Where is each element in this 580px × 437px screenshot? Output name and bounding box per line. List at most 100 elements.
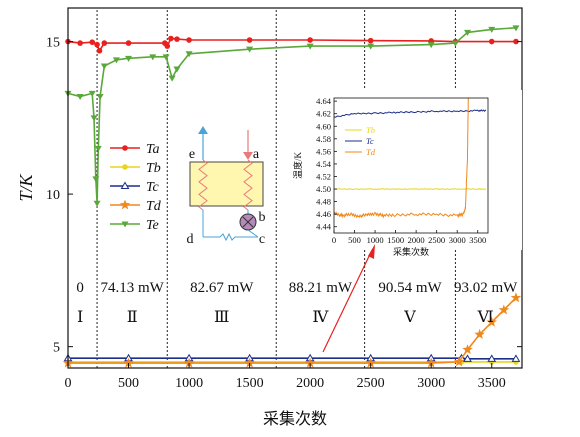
- data-point-Tc: [487, 354, 497, 362]
- data-point-Te: [173, 66, 181, 73]
- inset-y-tick-label: 4.64: [316, 96, 332, 106]
- inset-x-tick-label: 2500: [428, 235, 445, 245]
- data-point-Td: [474, 328, 485, 339]
- section-roman-label: Ⅴ: [403, 309, 416, 326]
- inset-line-Td: [333, 97, 469, 219]
- y-axis-label: T/K: [16, 174, 36, 202]
- data-point-Tc: [463, 354, 472, 362]
- data-point-Te: [90, 115, 98, 122]
- wire-valve: [247, 229, 259, 238]
- section-power-label: 90.54 mW: [378, 280, 442, 296]
- data-point-Td: [365, 357, 376, 368]
- schematic-label-d: d: [187, 232, 194, 247]
- inset-x-tick-label: 1500: [387, 235, 404, 245]
- data-point-Te: [185, 51, 193, 58]
- inset-y-tick-label: 4.52: [316, 171, 331, 181]
- y-tick-label: 5: [53, 341, 60, 356]
- data-point-Te: [149, 54, 157, 61]
- data-point-Tc: [511, 354, 521, 362]
- data-point-Td: [453, 356, 465, 367]
- data-point-Td: [304, 357, 316, 368]
- inset-series-Tc: [333, 109, 487, 118]
- section-labels: 0 Ⅰ 74.13 mW Ⅱ 82.67 mW Ⅲ 88.21 mW Ⅳ 90.54 mW Ⅴ 93…: [76, 280, 518, 326]
- series-Te: [64, 25, 520, 207]
- section-power-label: 82.67 mW: [190, 280, 254, 296]
- inset-x-tick-label: 1000: [367, 235, 384, 245]
- inset-y-tick-label: 4.62: [316, 109, 331, 119]
- legend-marker-Tc: [120, 181, 130, 189]
- pointer-arrow-line: [322, 249, 373, 353]
- x-tick-label: 500: [118, 376, 139, 391]
- data-point-Te: [367, 43, 375, 50]
- section-roman-label: Ⅳ: [312, 309, 329, 326]
- x-tick-label: 2000: [296, 376, 324, 391]
- inset-frame: [333, 97, 489, 234]
- valve-cross-b: [242, 216, 254, 228]
- schematic-label-a: a: [253, 147, 260, 162]
- data-point-Ta: [168, 35, 174, 42]
- data-point-Te: [93, 200, 101, 207]
- data-point-Te: [125, 55, 133, 62]
- schematic-label-b: b: [259, 210, 266, 225]
- data-point-Te: [100, 63, 108, 70]
- data-point-Te: [306, 43, 314, 50]
- x-tick-label: 2500: [357, 376, 385, 391]
- schematic-label-e: e: [189, 147, 195, 162]
- data-point-Td: [123, 357, 134, 368]
- section-roman-label: Ⅲ: [214, 309, 229, 326]
- legend-marker-Td: [119, 199, 131, 210]
- data-point-Te: [427, 42, 435, 49]
- data-point-Te: [88, 90, 96, 97]
- data-point-Te: [94, 145, 102, 152]
- legend-label-Ta: Ta: [146, 142, 160, 157]
- x-tick-label: 1500: [236, 376, 264, 391]
- inset-chart: 4.44 4.46 4.48 4.50 4.52 4.54 4.56 4.58 4.60 4.62…: [292, 90, 522, 257]
- x-tick-label: 1000: [175, 376, 203, 391]
- inset-x-axis-label: 采集次数: [393, 246, 429, 257]
- series-Ta: [65, 35, 519, 54]
- x-tick-label: 3500: [478, 376, 506, 391]
- data-point-Td: [183, 357, 195, 368]
- legend-label-Te: Te: [146, 218, 159, 233]
- data-point-Te: [512, 25, 520, 32]
- legend-label-Tc: Tc: [146, 180, 160, 195]
- data-point-Te: [76, 93, 84, 100]
- down-arrow-icon: [243, 152, 253, 160]
- inset-legend-label-Td: Td: [366, 147, 376, 157]
- data-point-Te: [92, 176, 100, 183]
- section-power-label: 88.21 mW: [289, 280, 353, 296]
- data-point-Ta: [307, 37, 313, 43]
- series-line-Te: [67, 27, 516, 204]
- data-point-Td: [426, 357, 437, 368]
- up-arrow-icon: [198, 126, 208, 134]
- data-point-Ta: [174, 36, 180, 42]
- pointer-arrow-head-icon: [368, 244, 375, 259]
- data-point-Te: [162, 54, 170, 61]
- inset-pointer-arrow: [322, 244, 375, 353]
- inset-x-tick-label: 3000: [449, 235, 466, 245]
- section-roman-label: Ⅵ: [477, 309, 494, 326]
- inset-background: [292, 90, 522, 250]
- y-tick-label: 10: [46, 188, 60, 203]
- legend-marker-Te: [121, 221, 129, 228]
- legend-marker-Ta: [122, 145, 128, 151]
- schematic-label-c: c: [259, 232, 265, 247]
- section-roman-label: Ⅱ: [127, 309, 138, 326]
- circuit-schematic: e a bc d: [187, 126, 266, 247]
- data-point-Te: [246, 46, 254, 53]
- inset-x-tick-label: 3500: [469, 235, 486, 245]
- data-point-Te: [488, 26, 496, 33]
- inset-line-Tb: [333, 188, 487, 190]
- data-point-Te: [464, 29, 472, 36]
- data-point-Te: [451, 40, 459, 47]
- inset-y-tick-label: 4.54: [316, 159, 332, 169]
- series-line-Tc: [68, 357, 516, 360]
- inset-y-tick-label: 4.60: [316, 121, 331, 131]
- inset-series-Tb: [333, 188, 487, 190]
- data-point-Ta: [77, 40, 83, 46]
- inset-y-axis-label: 温度/K: [292, 152, 303, 180]
- x-tick-label: 3000: [417, 376, 445, 391]
- inset-line-Tc: [333, 109, 487, 118]
- data-point-Ta: [101, 40, 108, 46]
- data-point-Ta: [125, 40, 132, 46]
